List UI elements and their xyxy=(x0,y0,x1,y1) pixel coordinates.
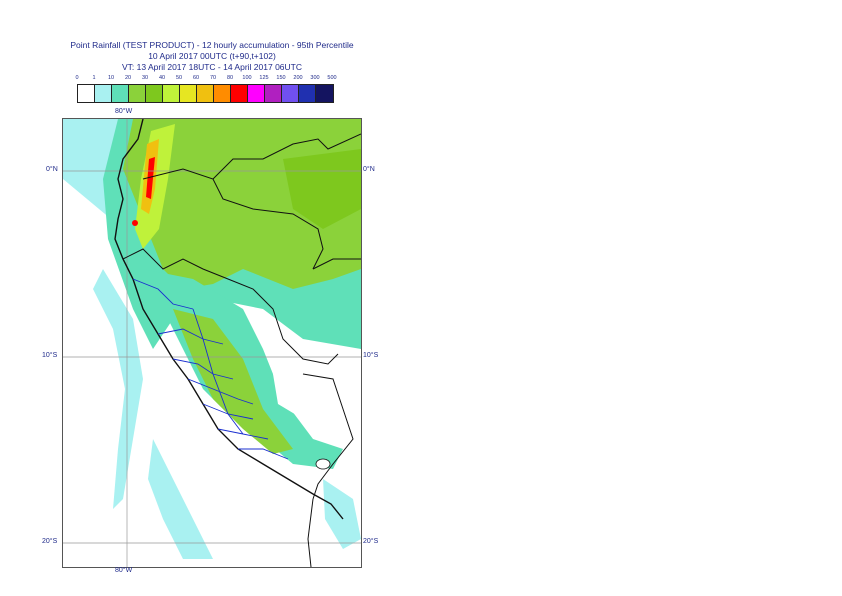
title-line-1: Point Rainfall (TEST PRODUCT) - 12 hourl… xyxy=(70,40,354,50)
rain-streak-coast-2 xyxy=(148,439,213,559)
legend-tick-label: 200 xyxy=(293,75,303,81)
dry-zone xyxy=(273,369,361,449)
legend-tick-label: 125 xyxy=(259,75,269,81)
legend-swatch xyxy=(95,85,112,102)
rain-area-central-green xyxy=(173,309,293,454)
legend-swatch xyxy=(299,85,316,102)
rain-streak-east xyxy=(323,479,361,549)
legend-swatch xyxy=(146,85,163,102)
legend-tick-label: 100 xyxy=(242,75,252,81)
legend-tick-label: 80 xyxy=(226,75,234,81)
legend-swatch xyxy=(231,85,248,102)
lake-titicaca xyxy=(315,458,331,470)
bolivia-border xyxy=(302,373,354,500)
legend-swatch xyxy=(129,85,146,102)
lat-label-left-10s: 10°S xyxy=(42,352,58,359)
legend-swatch xyxy=(163,85,180,102)
legend-swatch xyxy=(248,85,265,102)
title-line-3: VT: 13 April 2017 18UTC - 14 April 2017 … xyxy=(121,62,302,72)
lat-label-left-0n: 0°N xyxy=(46,166,58,173)
legend-swatch xyxy=(180,85,197,102)
legend-tick-label: 0 xyxy=(75,75,79,81)
legend-tick-label: 10 xyxy=(107,75,115,81)
legend-swatch xyxy=(316,85,333,102)
lat-label-left-20s: 20°S xyxy=(42,538,58,545)
legend-tick-label: 70 xyxy=(209,75,217,81)
legend-swatch xyxy=(265,85,282,102)
title-line-2: 10 April 2017 00UTC (t+90,t+102) xyxy=(148,51,276,61)
legend-tick-label: 500 xyxy=(327,75,337,81)
rain-spot-red xyxy=(132,220,138,226)
venezuela-border xyxy=(212,133,361,180)
legend-tick-label: 300 xyxy=(310,75,320,81)
lat-label-right-10s: 10°S xyxy=(363,352,379,359)
legend-swatch xyxy=(112,85,129,102)
brazil-border xyxy=(312,258,361,270)
colombia-border xyxy=(142,168,324,270)
lat-label-right-0n: 0°N xyxy=(363,166,375,173)
ecuador-peru-border xyxy=(122,248,339,365)
legend-tick-label: 30 xyxy=(141,75,149,81)
legend-swatch xyxy=(197,85,214,102)
chart-titles: Point Rainfall (TEST PRODUCT) - 12 hourl… xyxy=(62,40,362,73)
legend-labels: 0 1 10 20 30 40 50 60 70 80 100 125 150 200 300 500 xyxy=(70,75,360,85)
lon-label-top: 80°W xyxy=(115,108,133,115)
rain-streak-coast-1 xyxy=(93,269,143,509)
legend-tick-label: 150 xyxy=(276,75,286,81)
chile-border xyxy=(307,498,314,567)
rain-area-andes-red xyxy=(146,157,155,199)
legend-swatch xyxy=(214,85,231,102)
legend-tick-label: 1 xyxy=(92,75,96,81)
lat-label-right-20s: 20°S xyxy=(363,538,379,545)
legend-tick-label: 40 xyxy=(158,75,166,81)
legend-tick-label: 60 xyxy=(192,75,200,81)
rainfall-map xyxy=(62,118,362,568)
lon-label-bottom: 80°W xyxy=(115,567,133,574)
legend-swatch xyxy=(78,85,95,102)
rain-area-green-2 xyxy=(283,149,361,229)
map-svg xyxy=(63,119,361,567)
color-legend xyxy=(77,84,334,103)
legend-tick-label: 20 xyxy=(124,75,132,81)
legend-swatch xyxy=(282,85,299,102)
region-borders xyxy=(132,278,289,460)
legend-tick-label: 50 xyxy=(175,75,183,81)
